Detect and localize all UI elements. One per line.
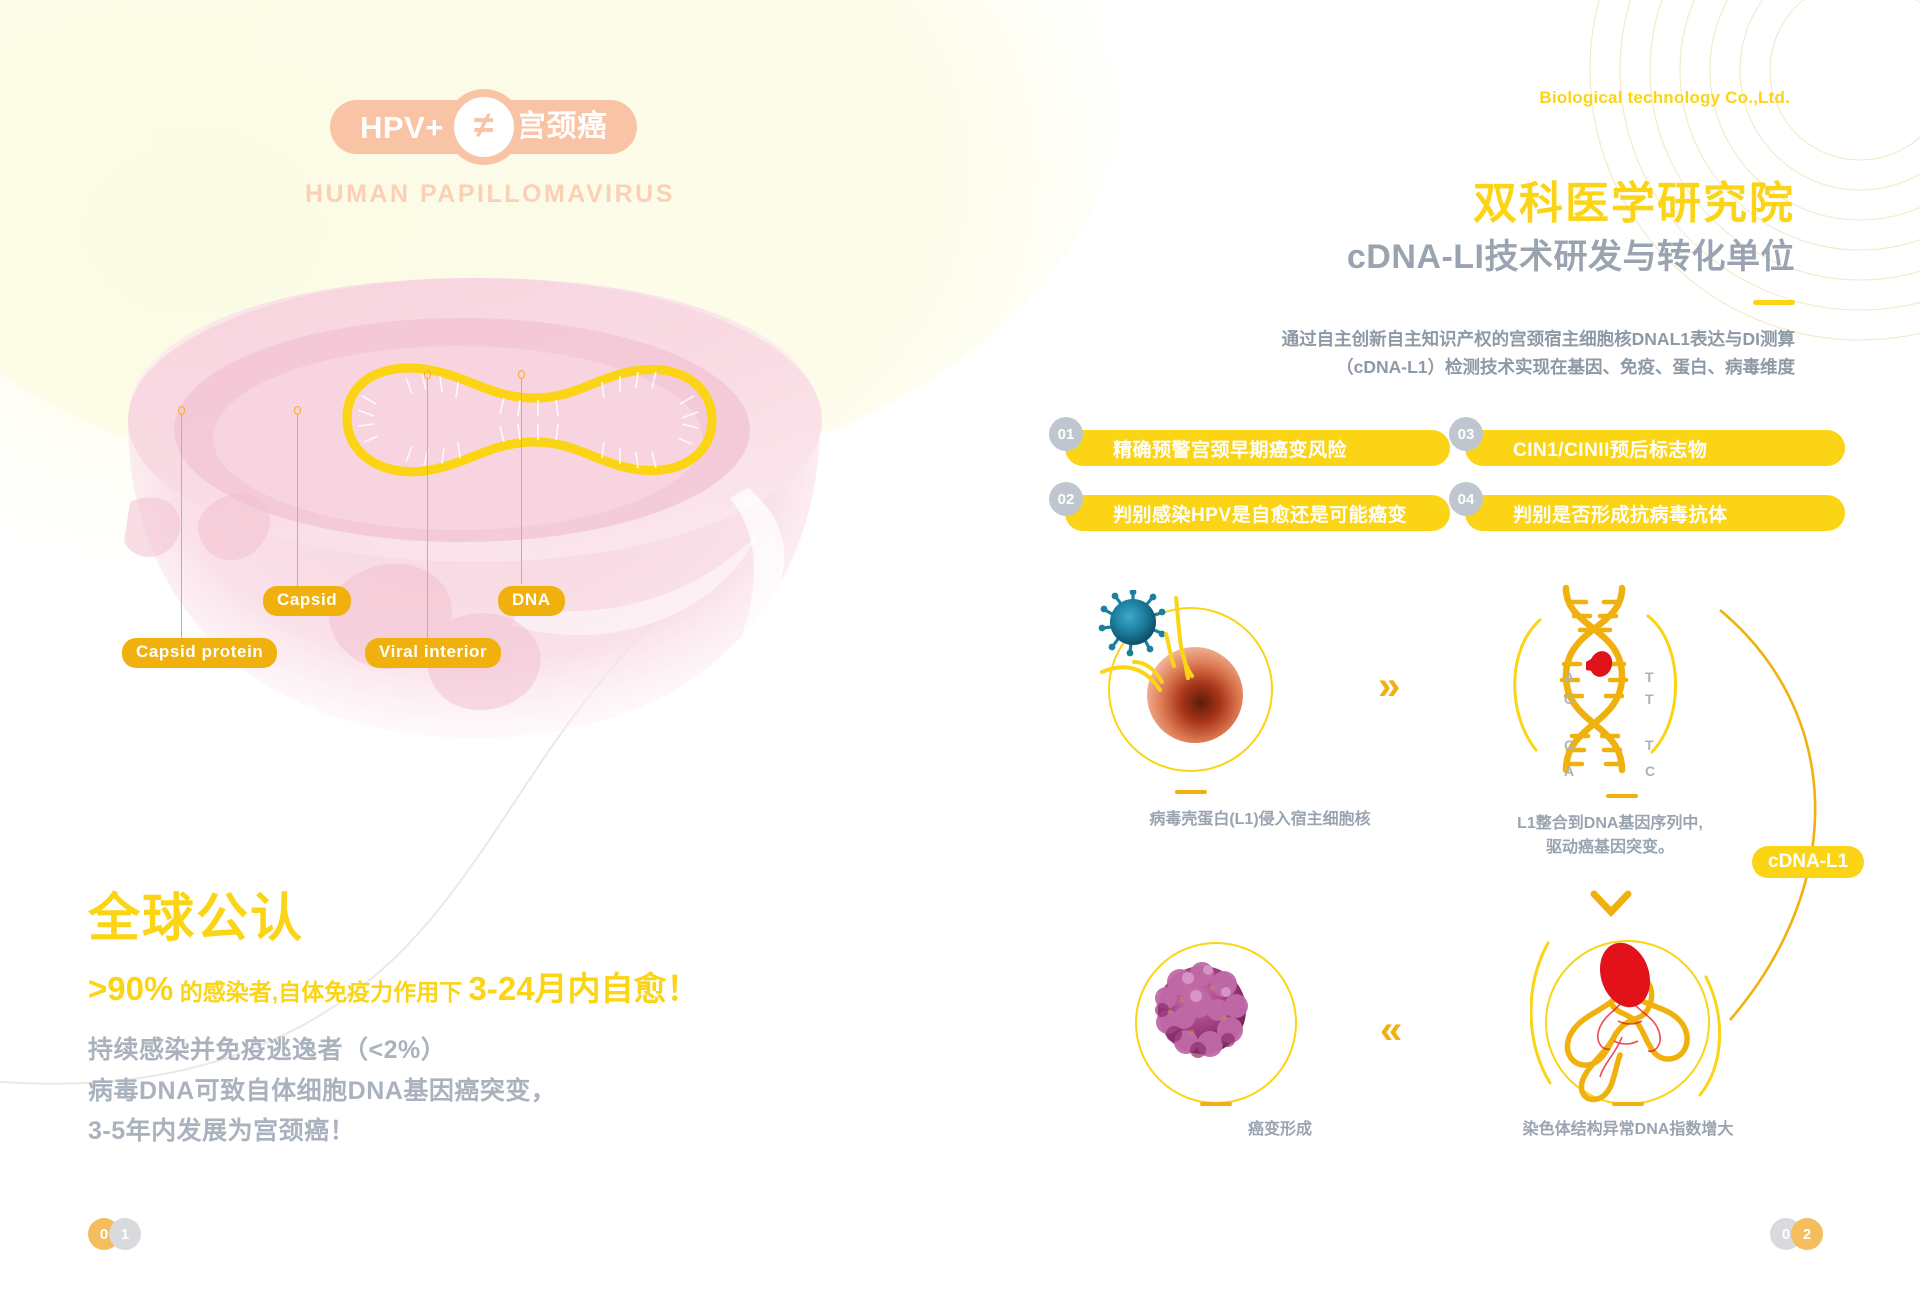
chevron-left-icon: « (1380, 1008, 1402, 1052)
virus-cross-section-illustration (124, 278, 822, 738)
feature-number-04: 04 (1449, 482, 1483, 516)
institute-subtitle: cDNA-LI技术研发与转化单位 (1346, 238, 1795, 276)
description-line-1: 通过自主创新自主知识产权的宫颈宿主细胞核DNAL1表达与DI测算 (1281, 329, 1795, 349)
institute-description: 通过自主创新自主知识产权的宫颈宿主细胞核DNAL1表达与DI测算 （cDNA-L… (1282, 325, 1795, 382)
virus-invading-nucleus-illustration (1098, 590, 1243, 743)
description-line-2: （cDNA-L1）检测技术实现在基因、免疫、蛋白、病毒维度 (1336, 357, 1795, 378)
feature-badge-02[interactable]: 02 判别感染HPV是自愈还是可能癌变 (1049, 482, 1450, 531)
feature-badge-01[interactable]: 01 精确预警宫颈早期癌变风险 (1049, 417, 1450, 466)
page-right-digit-2: 2 (1791, 1218, 1823, 1250)
dna-base-right-0: T (1645, 669, 1654, 685)
abnormal-chromosome-illustration (1530, 941, 1722, 1103)
institute-title: 双科医学研究院 (1473, 179, 1795, 228)
tumor-cell-illustration (1155, 962, 1248, 1058)
chevron-down-icon (1590, 890, 1632, 918)
feature-number-03: 03 (1449, 417, 1483, 451)
page-indicator-right: 0 2 (1770, 1218, 1823, 1250)
process-step4-divider (1612, 1102, 1644, 1106)
page-left-digit-2: 1 (109, 1218, 141, 1250)
hpv-header-badge: HPV+ 宫颈癌 ≠ (330, 89, 638, 165)
body-line-1: 持续感染并免疫逃逸者（<2%） (88, 1036, 447, 1064)
feature-number-01: 01 (1049, 417, 1083, 451)
callout-label-viral-interior: Viral interior (365, 638, 502, 668)
hpv-badge-left-text: HPV+ (360, 109, 444, 145)
global-consensus-stat: >90% 的感染者,自体免疫力作用下 3-24月内自愈！ (88, 972, 700, 1005)
stat-middle-text: 的感染者,自体免疫力作用下 (173, 979, 469, 1005)
decorative-arcs-background (1589, 0, 1920, 341)
callout-line-viral-interior (427, 378, 429, 638)
process-step3-caption: 癌变形成 (1247, 1121, 1312, 1138)
body-line-2: 病毒DNA可致自体细胞DNA基因癌突变， (88, 1076, 557, 1105)
dna-base-left-0: A (1564, 669, 1575, 685)
company-name: Biological technology Co.,Ltd. (1539, 88, 1790, 107)
feature-badge-03[interactable]: 03 CIN1/CINII预后标志物 (1449, 417, 1845, 466)
callout-label-capsid-protein: Capsid protein (122, 638, 278, 668)
dna-base-left-3: A (1564, 763, 1575, 779)
body-line-3: 3-5年内发展为宫颈癌！ (88, 1117, 356, 1145)
dna-base-left-1: C (1564, 691, 1575, 707)
callout-label-capsid: Capsid (263, 586, 352, 616)
process-step2-divider (1606, 794, 1638, 798)
hpv-badge-pill: HPV+ 宫颈癌 ≠ (330, 89, 638, 165)
feature-number-02: 02 (1049, 482, 1083, 516)
feature-label-04: 判别是否形成抗病毒抗体 (1513, 504, 1728, 526)
page-indicator-left: 0 1 (88, 1218, 141, 1250)
callout-line-capsid (297, 414, 299, 586)
chevron-right-icon: » (1378, 664, 1400, 708)
not-equal-glyph: ≠ (453, 97, 514, 157)
callout-label-dna: DNA (498, 586, 565, 616)
process-step2-caption-line2: 驱动癌基因突变。 (1545, 839, 1674, 856)
stat-percent: >90% (88, 970, 174, 1007)
global-consensus-title: 全球公认 (88, 890, 305, 948)
feature-label-01: 精确预警宫颈早期癌变风险 (1113, 439, 1348, 461)
dna-base-right-1: T (1645, 691, 1654, 707)
process-step2-caption: L1整合到DNA基因序列中, 驱动癌基因突变。 (1450, 812, 1770, 860)
feature-label-03: CIN1/CINII预后标志物 (1513, 439, 1708, 461)
dna-base-left-2: G (1564, 737, 1575, 753)
feature-badge-04[interactable]: 04 判别是否形成抗病毒抗体 (1449, 482, 1845, 531)
cdna-connector-arc (1719, 609, 1817, 1021)
institute-divider (1753, 300, 1795, 305)
dna-base-right-2: T (1645, 737, 1654, 753)
cdna-l1-badge: cDNA-L1 (1752, 846, 1865, 878)
process-step2-caption-line1: L1整合到DNA基因序列中, (1517, 815, 1703, 832)
process-step3-divider (1200, 1102, 1232, 1106)
not-equal-icon: ≠ (445, 89, 522, 165)
callout-line-capsid-protein (181, 414, 183, 638)
dna-base-right-3: C (1645, 763, 1656, 779)
global-consensus-body: 持续感染并免疫逃逸者（<2%） 病毒DNA可致自体细胞DNA基因癌突变， 3-5… (88, 1030, 556, 1152)
dna-mutation-illustration (1513, 584, 1678, 774)
process-step1-caption: 病毒壳蛋白(L1)侵入宿主细胞核 (1149, 811, 1371, 828)
process-step1-divider (1175, 790, 1207, 794)
hpv-subtitle: HUMAN PAPILLOMAVIRUS (305, 180, 675, 208)
process-step4-caption: 染色体结构异常DNA指数增大 (1522, 1121, 1734, 1138)
process-step1-circle (1108, 607, 1273, 772)
stat-duration: 3-24月内自愈！ (468, 970, 700, 1007)
feature-label-02: 判别感染HPV是自愈还是可能癌变 (1113, 504, 1408, 526)
callout-line-dna (521, 378, 523, 584)
hpv-badge-right-text: 宫颈癌 (515, 110, 608, 143)
